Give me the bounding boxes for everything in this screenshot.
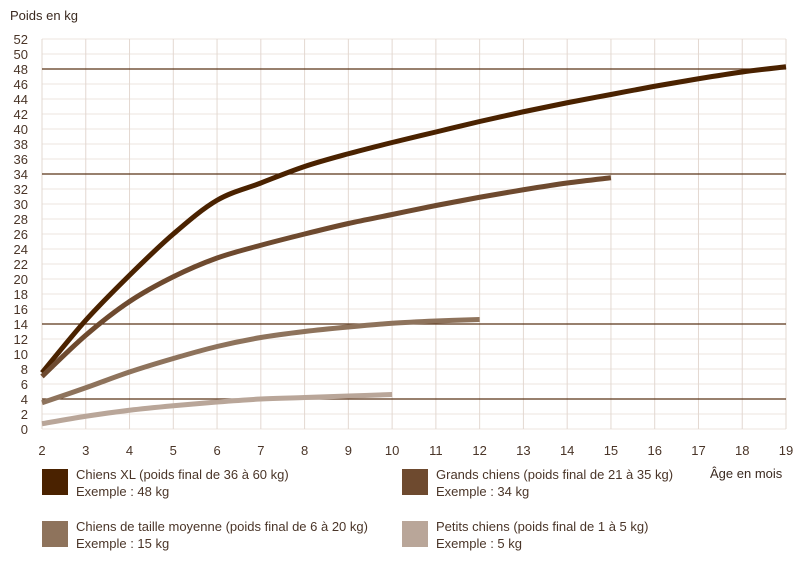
x-tick-label: 2 [38, 443, 45, 458]
series-line-1 [40, 175, 612, 379]
legend-item-moyens: Chiens de taille moyenne (poids final de… [42, 518, 368, 552]
y-tick-label: 24 [14, 242, 28, 257]
y-axis-label: Poids en kg [10, 8, 78, 23]
x-tick-label: 5 [170, 443, 177, 458]
y-tick-label: 20 [14, 272, 28, 287]
series-line-2 [41, 317, 480, 406]
y-tick-label: 22 [14, 257, 28, 272]
x-tick-label: 10 [385, 443, 399, 458]
y-tick-label: 42 [14, 107, 28, 122]
x-tick-label: 12 [472, 443, 486, 458]
series-line-0 [40, 64, 787, 375]
y-tick-label: 4 [21, 392, 28, 407]
legend-swatch [42, 521, 68, 547]
x-tick-label: 17 [691, 443, 705, 458]
y-tick-label: 32 [14, 182, 28, 197]
y-tick-label: 46 [14, 77, 28, 92]
legend-example: Exemple : 48 kg [76, 484, 170, 499]
y-tick-label: 14 [14, 317, 28, 332]
legend-example: Exemple : 34 kg [436, 484, 530, 499]
x-tick-label: 19 [779, 443, 793, 458]
y-tick-label: 40 [14, 122, 28, 137]
y-tick-label: 34 [14, 167, 28, 182]
y-tick-label: 28 [14, 212, 28, 227]
x-tick-label: 8 [301, 443, 308, 458]
x-tick-label: 7 [257, 443, 264, 458]
y-tick-label: 50 [14, 47, 28, 62]
y-tick-label: 36 [14, 152, 28, 167]
x-tick-label: 4 [126, 443, 133, 458]
legend-swatch [402, 469, 428, 495]
x-tick-label: 16 [647, 443, 661, 458]
legend-example: Exemple : 15 kg [76, 536, 170, 551]
legend-label: Grands chiens (poids final de 21 à 35 kg… [436, 467, 674, 482]
x-tick-label: 3 [82, 443, 89, 458]
x-tick-label: 11 [429, 443, 443, 458]
y-tick-label: 52 [14, 32, 28, 47]
x-tick-label: 13 [516, 443, 530, 458]
y-tick-label: 30 [14, 197, 28, 212]
y-tick-label: 18 [14, 287, 28, 302]
legend-swatch [402, 521, 428, 547]
x-tick-label: 18 [735, 443, 749, 458]
x-axis-label: Âge en mois [710, 466, 783, 481]
series-line-3 [41, 392, 393, 427]
y-tick-label: 8 [21, 362, 28, 377]
legend-item-petits: Petits chiens (poids final de 1 à 5 kg) E… [402, 518, 648, 552]
y-tick-label: 10 [14, 347, 28, 362]
legend-label: Chiens XL (poids final de 36 à 60 kg) [76, 467, 289, 482]
legend-item-grands: Grands chiens (poids final de 21 à 35 kg… [402, 466, 673, 500]
x-tick-label: 15 [604, 443, 618, 458]
y-tick-label: 6 [21, 377, 28, 392]
legend-item-xl: Chiens XL (poids final de 36 à 60 kg) Exe… [42, 466, 289, 500]
x-tick-label: 14 [560, 443, 574, 458]
legend-label: Petits chiens (poids final de 1 à 5 kg) [436, 519, 649, 534]
y-tick-label: 26 [14, 227, 28, 242]
y-tick-label: 0 [21, 422, 28, 437]
y-tick-label: 12 [14, 332, 28, 347]
y-tick-label: 48 [14, 62, 28, 77]
legend-swatch [42, 469, 68, 495]
y-tick-label: 16 [14, 302, 28, 317]
legend-example: Exemple : 5 kg [436, 536, 522, 551]
x-tick-label: 6 [213, 443, 220, 458]
y-tick-label: 44 [14, 92, 28, 107]
y-tick-label: 2 [21, 407, 28, 422]
y-tick-label: 38 [14, 137, 28, 152]
legend-label: Chiens de taille moyenne (poids final de… [76, 519, 368, 534]
x-tick-label: 9 [345, 443, 352, 458]
